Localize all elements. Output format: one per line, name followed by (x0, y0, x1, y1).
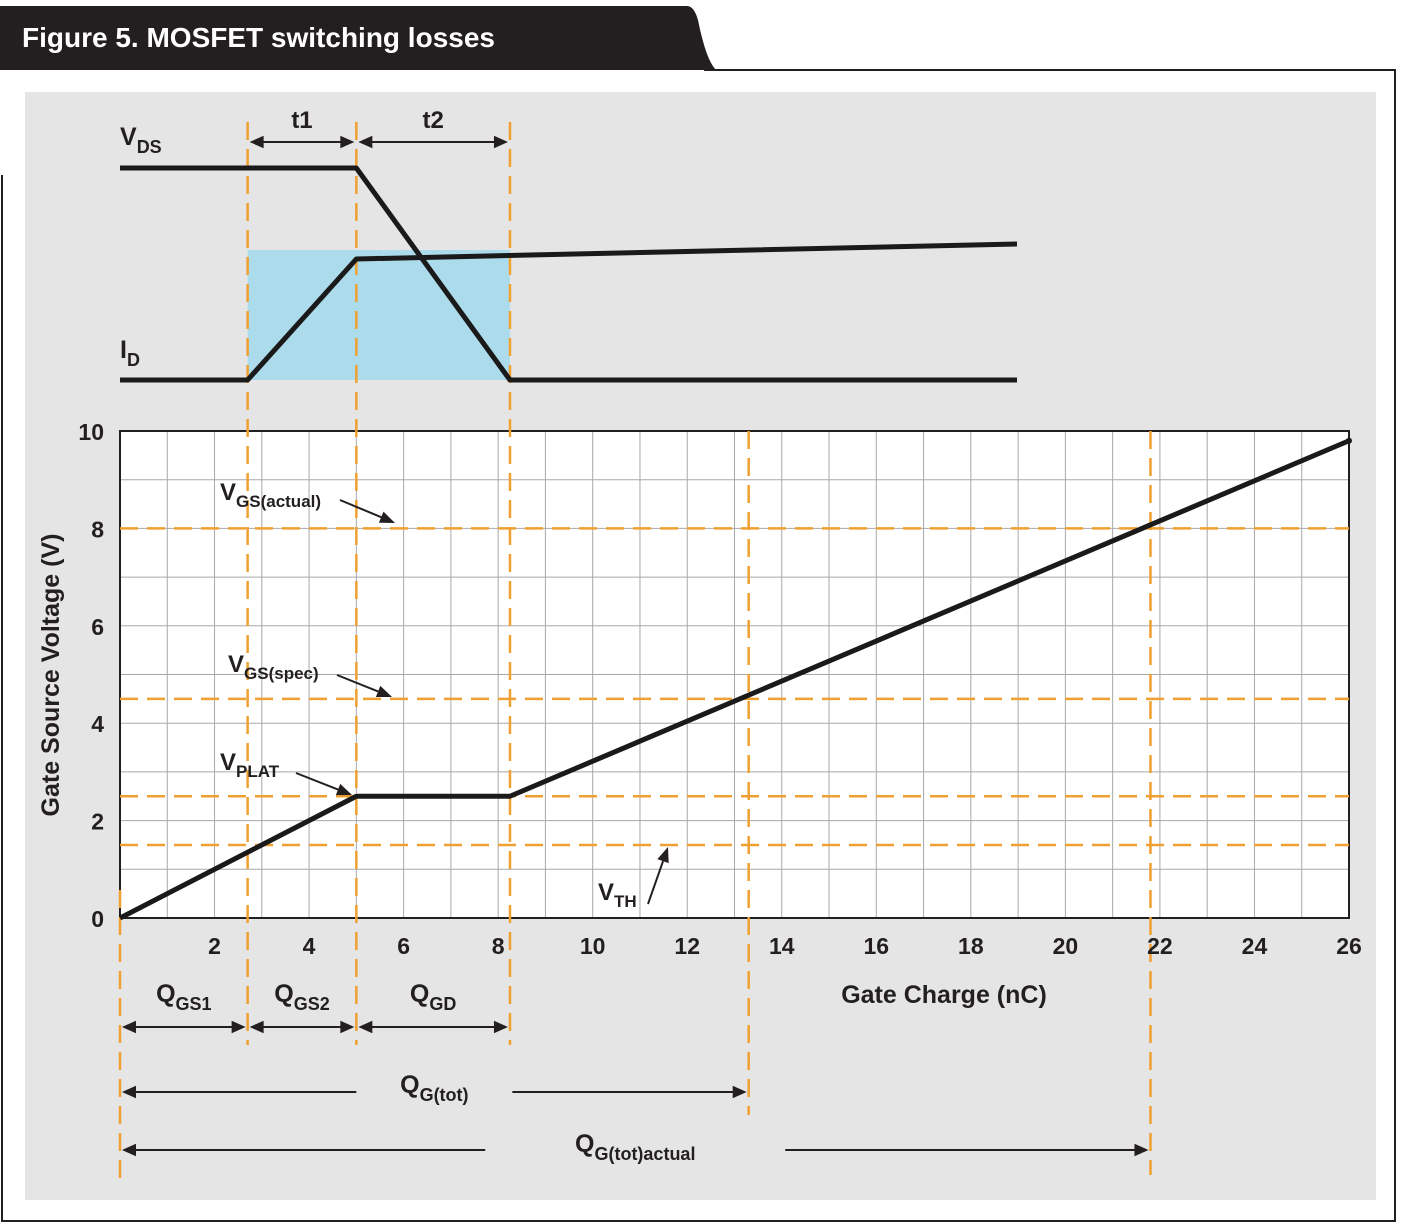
reference-label-1: VGS(spec) (228, 651, 319, 683)
x-axis-label: Gate Charge (nC) (841, 981, 1047, 1009)
curve-end-point (1346, 437, 1352, 444)
x-tick-label: 24 (1242, 933, 1268, 959)
waveforms-layer (120, 165, 1018, 383)
x-tick-label: 20 (1053, 933, 1079, 959)
reference-pointer-line-0 (339, 499, 382, 519)
charge-label-2: QGD (410, 980, 456, 1014)
charge-interval-1-arrowhead-right (340, 1020, 355, 1034)
charge-label-4: QG(tot)actual (575, 1130, 695, 1164)
charge-interval-4-arrowhead-left (122, 1143, 136, 1157)
reference-label-0: VGS(actual) (220, 479, 321, 511)
x-tick-label: 2 (208, 933, 221, 959)
guide-lines-layer (118, 122, 1349, 1178)
charge-interval-1-arrowhead-left (249, 1020, 264, 1034)
t2-label: t2 (422, 107, 443, 134)
charge-label-3: QG(tot) (400, 1071, 468, 1105)
reference-label-3: VTH (598, 879, 637, 911)
reference-pointer-head-2 (335, 783, 352, 796)
charge-interval-3-arrowhead-left (122, 1085, 136, 1099)
title-bar (0, 6, 716, 70)
reference-pointer-line-3 (647, 860, 664, 905)
y-tick-label: 8 (91, 516, 104, 542)
reference-pointer-head-0 (378, 511, 395, 523)
y-tick-label: 2 (91, 809, 104, 835)
x-tick-label: 8 (492, 933, 505, 959)
t1-dimension-arrowhead-left (249, 135, 264, 149)
switching-loss-area (247, 250, 510, 380)
curve-layer (118, 437, 1352, 921)
loss-area-layer (247, 250, 510, 380)
charge-interval-2-arrowhead-right (493, 1020, 508, 1034)
reference-pointer-head-1 (375, 685, 392, 697)
y-tick-label: 6 (91, 614, 104, 640)
arrows-layer (122, 135, 1149, 1157)
x-tick-label: 6 (397, 933, 410, 959)
charge-label-1: QGS2 (274, 980, 329, 1014)
charge-interval-0-arrowhead-left (122, 1020, 136, 1034)
t2-dimension-arrowhead-left (358, 135, 373, 149)
x-tick-label: 4 (303, 933, 316, 959)
x-tick-label: 18 (958, 933, 984, 959)
y-tick-label: 4 (91, 711, 104, 737)
id-waveform (120, 241, 1018, 383)
vds-label: VDS (120, 123, 162, 157)
y-tick-label: 0 (91, 906, 104, 932)
x-tick-label: 16 (864, 933, 890, 959)
x-tick-label: 14 (769, 933, 795, 959)
y-axis-label: Gate Source Voltage (V) (37, 534, 65, 817)
charge-interval-3-arrowhead-right (732, 1085, 747, 1099)
t1-dimension-arrowhead-right (340, 135, 355, 149)
gate-charge-curve (118, 438, 1350, 921)
reference-label-2: VPLAT (220, 749, 280, 781)
charge-interval-0-arrowhead-right (231, 1020, 246, 1034)
x-tick-label: 26 (1336, 933, 1362, 959)
vds-waveform (120, 165, 1017, 383)
x-tick-label: 10 (580, 933, 606, 959)
x-tick-label: 12 (674, 933, 700, 959)
charge-interval-4-arrowhead-right (1134, 1143, 1149, 1157)
t2-dimension-arrowhead-right (493, 135, 508, 149)
x-tick-label: 22 (1147, 933, 1173, 959)
charge-interval-2-arrowhead-left (358, 1020, 373, 1034)
outer-frame (1, 69, 1396, 1222)
reference-pointer-line-1 (336, 674, 379, 693)
reference-pointer-line-2 (295, 772, 339, 791)
t1-label: t1 (291, 107, 312, 134)
id-label: ID (120, 336, 140, 370)
reference-pointer-head-3 (657, 847, 669, 864)
plot-frame (119, 430, 1350, 919)
figure-title: Figure 5. MOSFET switching losses (22, 22, 495, 53)
y-tick-label: 10 (78, 419, 104, 445)
charge-label-0: QGS1 (156, 980, 211, 1014)
